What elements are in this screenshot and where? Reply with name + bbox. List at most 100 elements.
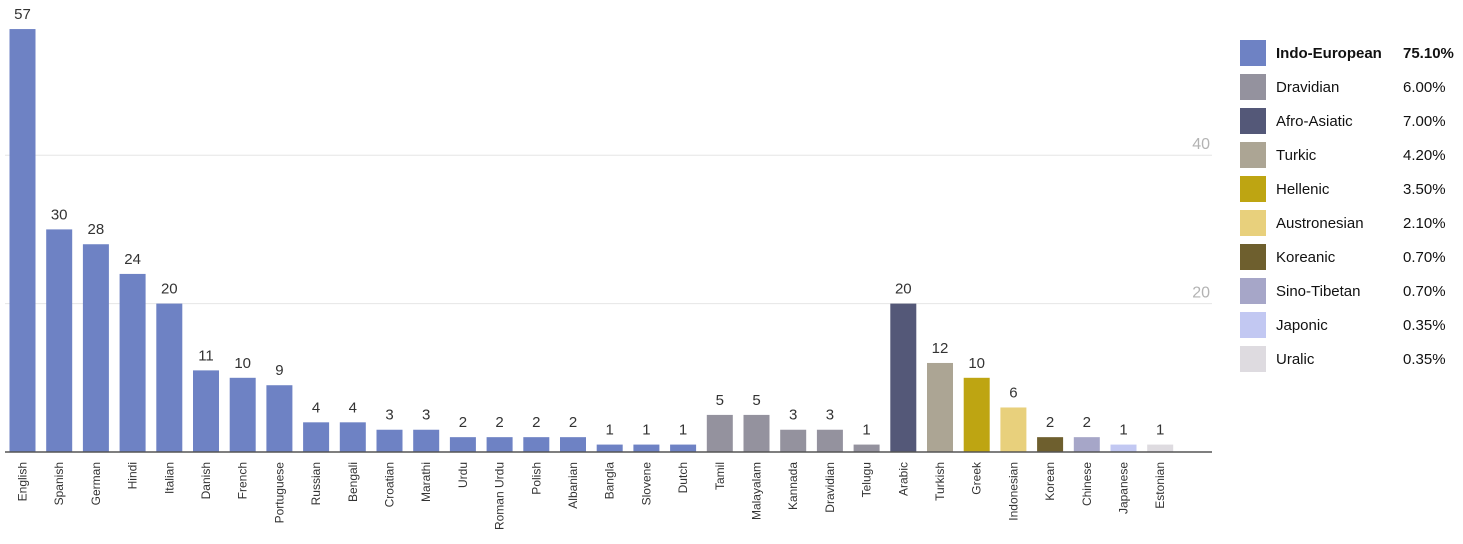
legend-value: 0.35%	[1403, 351, 1446, 368]
bar-polish	[523, 437, 550, 452]
legend-label: Japonic	[1276, 317, 1328, 334]
bar-bangla	[596, 444, 623, 452]
data-label-urdu: 2	[459, 414, 467, 431]
bar-croatian	[376, 429, 403, 452]
legend-label: Hellenic	[1276, 181, 1330, 198]
legend-swatch	[1240, 142, 1266, 168]
x-tick-label-french: French	[236, 462, 250, 499]
x-tick-label-kannada: Kannada	[786, 462, 800, 510]
legend-item-koreanic[interactable]: Koreanic 0.70%	[1240, 240, 1460, 274]
legend-value: 0.70%	[1403, 249, 1446, 266]
data-label-bangla: 1	[606, 422, 614, 439]
x-tick-label-albanian: Albanian	[566, 462, 580, 509]
x-tick-label-german: German	[89, 462, 103, 505]
data-label-portuguese: 9	[275, 362, 283, 379]
data-label-german: 28	[88, 221, 105, 238]
x-tick-label-tamil: Tamil	[713, 462, 727, 490]
bar-roman-urdu	[486, 437, 513, 452]
legend-label: Afro-Asiatic	[1276, 113, 1353, 130]
x-tick-label-russian: Russian	[309, 462, 323, 505]
x-tick-label-chinese: Chinese	[1080, 462, 1094, 506]
legend-swatch	[1240, 74, 1266, 100]
legend-swatch	[1240, 108, 1266, 134]
legend-value: 6.00%	[1403, 79, 1446, 96]
bar-japanese	[1110, 444, 1137, 452]
legend-swatch	[1240, 210, 1266, 236]
legend-value: 75.10%	[1403, 45, 1454, 62]
legend-swatch	[1240, 40, 1266, 66]
data-label-hindi: 24	[124, 251, 141, 268]
x-tick-label-marathi: Marathi	[419, 462, 433, 502]
x-tick-label-japanese: Japanese	[1117, 462, 1131, 514]
legend-item-indo-european[interactable]: Indo-European 75.10%	[1240, 36, 1460, 70]
legend-item-sino-tibetan[interactable]: Sino-Tibetan 0.70%	[1240, 274, 1460, 308]
x-tick-label-portuguese: Portuguese	[272, 462, 286, 524]
x-tick-label-urdu: Urdu	[456, 462, 470, 488]
data-label-marathi: 3	[422, 407, 430, 424]
bar-tamil	[706, 414, 733, 452]
bar-korean	[1037, 437, 1064, 452]
bar-greek	[963, 377, 990, 452]
data-label-bengali: 4	[349, 399, 357, 416]
x-tick-label-italian: Italian	[162, 462, 176, 494]
x-tick-label-dutch: Dutch	[676, 462, 690, 493]
bar-dravidian	[816, 429, 843, 452]
legend-label: Uralic	[1276, 351, 1315, 368]
bar-turkish	[927, 362, 953, 452]
legend-item-dravidian[interactable]: Dravidian 6.00%	[1240, 70, 1460, 104]
x-tick-label-korean: Korean	[1043, 462, 1057, 501]
data-label-turkish: 12	[932, 340, 949, 357]
legend-item-turkic[interactable]: Turkic 4.20%	[1240, 138, 1460, 172]
data-label-japanese: 1	[1119, 422, 1127, 439]
data-label-malayalam: 5	[752, 392, 760, 409]
bar-urdu	[449, 437, 476, 452]
bar-dutch	[670, 444, 697, 452]
bar-hindi	[119, 273, 146, 452]
legend-item-uralic[interactable]: Uralic 0.35%	[1240, 342, 1460, 376]
legend-item-hellenic[interactable]: Hellenic 3.50%	[1240, 172, 1460, 206]
bars	[9, 29, 1174, 453]
legend-value: 0.70%	[1403, 283, 1446, 300]
data-label-italian: 20	[161, 281, 178, 298]
y-tick-label-20: 20	[1192, 285, 1210, 302]
x-tick-label-estonian: Estonian	[1153, 462, 1167, 509]
legend-item-afro-asiatic[interactable]: Afro-Asiatic 7.00%	[1240, 104, 1460, 138]
data-label-estonian: 1	[1156, 422, 1164, 439]
bar-slovene	[633, 444, 660, 452]
x-axis-tick-labels: English Spanish German Hindi Italian Danish Fr…	[16, 461, 1168, 530]
legend-label: Turkic	[1276, 147, 1317, 164]
x-tick-label-bangla: Bangla	[603, 462, 617, 500]
bar-kannada	[780, 429, 807, 452]
bar-chinese	[1073, 437, 1100, 452]
legend-item-japonic[interactable]: Japonic 0.35%	[1240, 308, 1460, 342]
data-label-spanish: 30	[51, 206, 68, 223]
x-tick-label-turkish: Turkish	[933, 462, 947, 501]
data-label-danish: 11	[198, 347, 214, 364]
legend-item-austronesian[interactable]: Austronesian 2.10%	[1240, 206, 1460, 240]
legend-value: 4.20%	[1403, 147, 1446, 164]
bar-spanish	[46, 229, 73, 452]
legend-swatch	[1240, 176, 1266, 202]
data-label-dravidian: 3	[826, 407, 834, 424]
x-tick-label-polish: Polish	[529, 462, 543, 495]
data-label-kannada: 3	[789, 407, 797, 424]
legend-swatch	[1240, 278, 1266, 304]
data-label-croatian: 3	[385, 407, 393, 424]
data-label-tamil: 5	[716, 392, 724, 409]
bar-arabic	[890, 303, 917, 452]
data-label-arabic: 20	[895, 281, 912, 298]
bar-portuguese	[266, 385, 293, 452]
legend-value: 3.50%	[1403, 181, 1446, 198]
data-label-russian: 4	[312, 399, 320, 416]
y-tick-label-40: 40	[1192, 136, 1210, 153]
x-tick-label-dravidian: Dravidian	[823, 462, 837, 513]
legend-swatch	[1240, 346, 1266, 372]
bar-malayalam	[743, 414, 770, 452]
bar-marathi	[413, 429, 440, 452]
legend: Indo-European 75.10% Dravidian 6.00% Afro-As…	[1240, 36, 1460, 376]
legend-label: Sino-Tibetan	[1276, 283, 1361, 300]
x-tick-label-english: English	[16, 462, 30, 501]
